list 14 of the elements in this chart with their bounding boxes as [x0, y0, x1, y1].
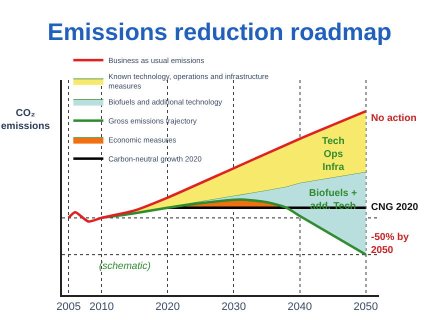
x-tick-label: 2005 — [56, 300, 81, 313]
x-tick-label: 2040 — [288, 300, 312, 313]
chart-title: Emissions reduction roadmap — [47, 18, 392, 46]
x-tick-label: 2010 — [89, 300, 114, 313]
x-tick-label: 2050 — [354, 300, 378, 313]
annotation: (schematic) — [99, 261, 151, 272]
x-tick-label: 2020 — [155, 300, 180, 313]
x-tick-label: 2030 — [221, 300, 246, 313]
annotation: CNG 2020 — [371, 202, 419, 213]
annotation: -50% by 2050 — [371, 232, 410, 256]
annotation: Biofuels + add. Tech — [309, 188, 358, 212]
annotation: Tech Ops Infra — [322, 136, 345, 173]
annotation: No action — [371, 113, 417, 124]
y-axis-title: CO₂ emissions — [1, 108, 50, 132]
